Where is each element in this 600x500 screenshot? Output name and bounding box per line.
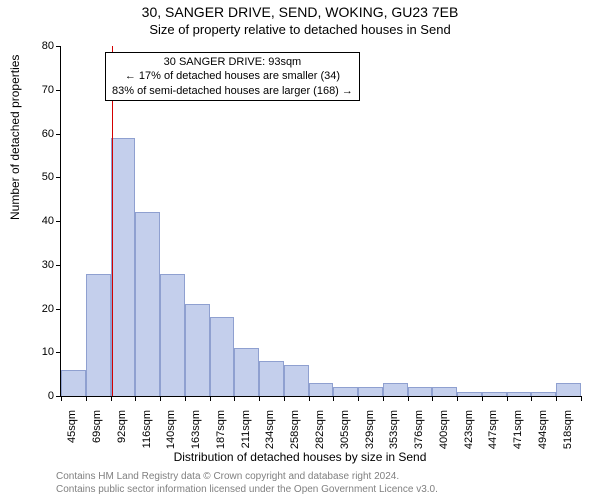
x-tick bbox=[358, 396, 359, 401]
x-tick-label: 447sqm bbox=[487, 410, 499, 470]
histogram-bar bbox=[531, 392, 556, 396]
x-tick-label: 376sqm bbox=[413, 410, 425, 470]
x-tick bbox=[383, 396, 384, 401]
x-tick-label: 400sqm bbox=[438, 410, 450, 470]
y-axis-label: Number of detached properties bbox=[8, 55, 22, 220]
x-tick-label: 258sqm bbox=[289, 410, 301, 470]
histogram-bar bbox=[210, 317, 235, 396]
histogram-bar bbox=[507, 392, 532, 396]
histogram-bar bbox=[111, 138, 136, 396]
x-tick-label: 69sqm bbox=[91, 410, 103, 470]
x-tick bbox=[259, 396, 260, 401]
x-tick-label: 471sqm bbox=[512, 410, 524, 470]
y-tick bbox=[56, 90, 61, 91]
y-tick bbox=[56, 221, 61, 222]
x-tick bbox=[507, 396, 508, 401]
attribution-line-2: Contains public sector information licen… bbox=[56, 484, 438, 497]
histogram-bar bbox=[61, 370, 86, 396]
x-tick bbox=[457, 396, 458, 401]
histogram-bar bbox=[383, 383, 408, 396]
y-tick bbox=[56, 46, 61, 47]
y-tick bbox=[56, 265, 61, 266]
callout-box: 30 SANGER DRIVE: 93sqm← 17% of detached … bbox=[105, 52, 360, 101]
x-tick bbox=[86, 396, 87, 401]
y-tick bbox=[56, 309, 61, 310]
x-tick bbox=[482, 396, 483, 401]
y-tick-label: 0 bbox=[24, 390, 54, 402]
x-tick-label: 282sqm bbox=[314, 410, 326, 470]
x-tick-label: 92sqm bbox=[116, 410, 128, 470]
histogram-bar bbox=[86, 274, 111, 397]
y-tick bbox=[56, 134, 61, 135]
x-tick bbox=[432, 396, 433, 401]
y-tick-label: 40 bbox=[24, 215, 54, 227]
histogram-bar bbox=[284, 365, 309, 396]
y-tick bbox=[56, 352, 61, 353]
attribution-line-1: Contains HM Land Registry data © Crown c… bbox=[56, 471, 438, 484]
callout-line: ← 17% of detached houses are smaller (34… bbox=[112, 69, 353, 83]
histogram-bar bbox=[556, 383, 581, 396]
y-tick-label: 30 bbox=[24, 259, 54, 271]
x-tick bbox=[556, 396, 557, 401]
histogram-bar bbox=[333, 387, 358, 396]
x-tick-label: 140sqm bbox=[165, 410, 177, 470]
callout-line: 30 SANGER DRIVE: 93sqm bbox=[112, 55, 353, 69]
y-tick bbox=[56, 177, 61, 178]
x-tick-label: 305sqm bbox=[339, 410, 351, 470]
x-tick bbox=[185, 396, 186, 401]
plot-frame: 30 SANGER DRIVE: 93sqm← 17% of detached … bbox=[60, 46, 581, 397]
x-tick-label: 116sqm bbox=[141, 410, 153, 470]
histogram-bar bbox=[160, 274, 185, 397]
x-tick-label: 211sqm bbox=[240, 410, 252, 470]
y-tick-label: 10 bbox=[24, 346, 54, 358]
plot-area: 30 SANGER DRIVE: 93sqm← 17% of detached … bbox=[60, 46, 580, 396]
histogram-bar bbox=[358, 387, 383, 396]
y-tick-label: 50 bbox=[24, 171, 54, 183]
x-tick bbox=[61, 396, 62, 401]
histogram-bar bbox=[185, 304, 210, 396]
x-tick-label: 187sqm bbox=[215, 410, 227, 470]
x-tick-label: 329sqm bbox=[364, 410, 376, 470]
x-tick bbox=[408, 396, 409, 401]
y-tick-label: 20 bbox=[24, 303, 54, 315]
histogram-bar bbox=[234, 348, 259, 396]
histogram-bar bbox=[135, 212, 160, 396]
x-tick-label: 163sqm bbox=[190, 410, 202, 470]
histogram-bar bbox=[259, 361, 284, 396]
x-tick bbox=[210, 396, 211, 401]
histogram-bar bbox=[482, 392, 507, 396]
histogram-bar bbox=[309, 383, 334, 396]
x-tick-label: 518sqm bbox=[562, 410, 574, 470]
attribution-text: Contains HM Land Registry data © Crown c… bbox=[56, 471, 438, 496]
x-tick-label: 234sqm bbox=[264, 410, 276, 470]
histogram-bar bbox=[432, 387, 457, 396]
x-tick bbox=[284, 396, 285, 401]
x-tick-label: 353sqm bbox=[388, 410, 400, 470]
callout-line: 83% of semi-detached houses are larger (… bbox=[112, 84, 353, 98]
y-tick-label: 80 bbox=[24, 40, 54, 52]
x-tick bbox=[581, 396, 582, 401]
x-tick bbox=[531, 396, 532, 401]
x-tick-label: 494sqm bbox=[537, 410, 549, 470]
x-tick bbox=[309, 396, 310, 401]
y-tick-label: 70 bbox=[24, 84, 54, 96]
y-tick-label: 60 bbox=[24, 128, 54, 140]
chart-subtitle: Size of property relative to detached ho… bbox=[0, 20, 600, 37]
histogram-bar bbox=[457, 392, 482, 396]
x-tick bbox=[111, 396, 112, 401]
chart-title: 30, SANGER DRIVE, SEND, WOKING, GU23 7EB bbox=[0, 0, 600, 20]
chart-container: 30, SANGER DRIVE, SEND, WOKING, GU23 7EB… bbox=[0, 0, 600, 500]
histogram-bar bbox=[408, 387, 433, 396]
x-tick bbox=[135, 396, 136, 401]
x-tick bbox=[234, 396, 235, 401]
x-tick bbox=[160, 396, 161, 401]
x-tick bbox=[333, 396, 334, 401]
x-tick-label: 45sqm bbox=[66, 410, 78, 470]
x-tick-label: 423sqm bbox=[463, 410, 475, 470]
